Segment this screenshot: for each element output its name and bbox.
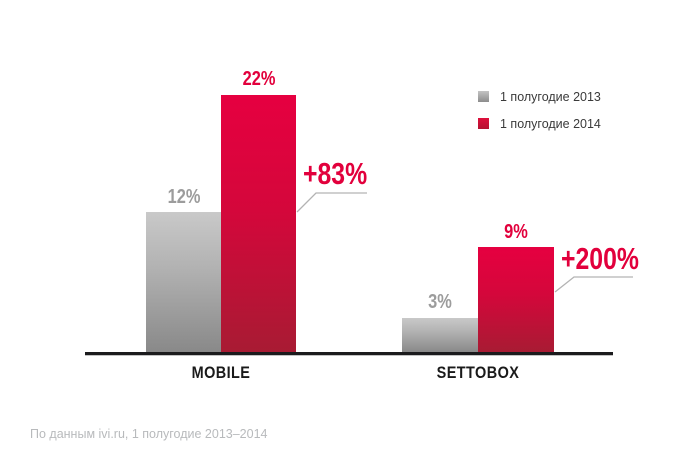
category-label-mobile: MOBILE	[191, 363, 251, 382]
legend-swatch-2014	[478, 118, 489, 129]
value-label-mobile-2013: 12%	[167, 186, 201, 208]
legend: 1 полугодие 2013 1 полугодие 2014	[478, 90, 601, 144]
callout-line-settobox	[554, 276, 633, 293]
growth-annotation-settobox: +200%	[561, 241, 639, 276]
source-note: По данным ivi.ru, 1 полугодие 2013–2014	[30, 427, 268, 441]
callout-line-mobile	[296, 192, 367, 213]
legend-item-2013: 1 полугодие 2013	[478, 89, 601, 104]
bar-mobile-2014	[221, 95, 296, 352]
growth-annotation-mobile: +83%	[303, 156, 368, 191]
bar-settobox-2014	[478, 247, 554, 352]
bar-mobile-2013	[146, 212, 221, 352]
value-label-settobox-2013: 3%	[428, 291, 452, 313]
legend-label-2014: 1 полугодие 2014	[500, 116, 601, 131]
bar-settobox-2013	[402, 318, 478, 352]
legend-swatch-2013	[478, 91, 489, 102]
legend-item-2014: 1 полугодие 2014	[478, 116, 601, 131]
value-label-settobox-2014: 9%	[504, 221, 528, 243]
legend-label-2013: 1 полугодие 2013	[500, 89, 601, 104]
x-axis-line	[85, 352, 613, 355]
value-label-mobile-2014: 22%	[242, 68, 276, 90]
category-label-settobox: SETTOBOX	[436, 363, 520, 382]
